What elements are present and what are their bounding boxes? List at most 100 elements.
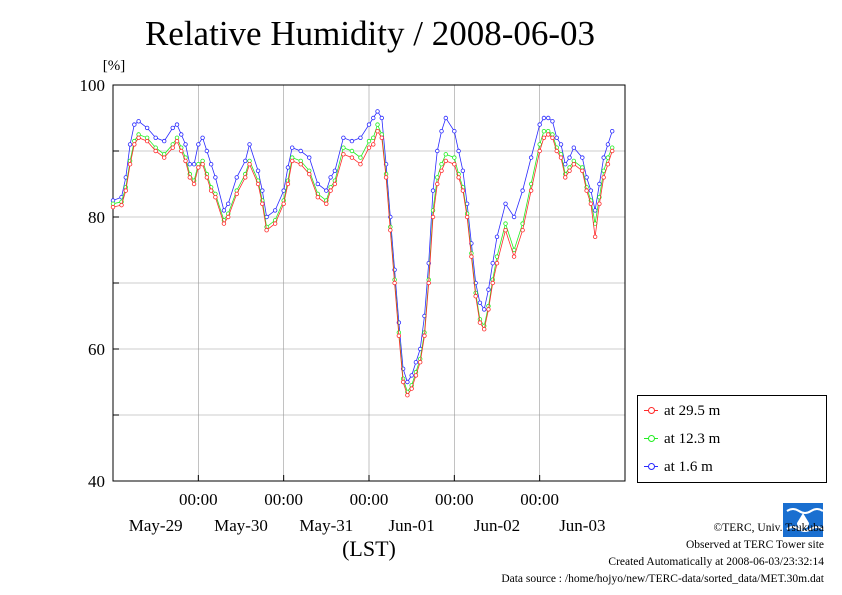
data-point bbox=[187, 175, 192, 180]
data-point bbox=[490, 261, 495, 266]
data-point bbox=[541, 128, 547, 134]
data-point bbox=[452, 128, 457, 134]
data-point bbox=[558, 155, 564, 160]
legend-label: at 1.6 m bbox=[664, 458, 713, 475]
data-point bbox=[132, 142, 137, 147]
data-point bbox=[196, 165, 201, 170]
data-point bbox=[486, 307, 491, 312]
data-point bbox=[298, 161, 303, 167]
data-point bbox=[439, 161, 444, 167]
data-point bbox=[243, 175, 248, 180]
data-point bbox=[400, 379, 406, 385]
legend-swatch-red bbox=[644, 406, 658, 416]
data-point bbox=[179, 148, 184, 154]
data-point bbox=[443, 158, 448, 164]
data-point bbox=[371, 135, 376, 140]
x-date-label: May-29 bbox=[129, 516, 183, 535]
data-point bbox=[225, 201, 231, 206]
data-point bbox=[191, 161, 197, 167]
footer-created: Created Automatically at 2008-06-03/23:3… bbox=[608, 556, 824, 568]
data-point bbox=[285, 181, 291, 187]
data-point bbox=[341, 135, 346, 140]
terc-logo bbox=[783, 503, 823, 537]
data-point bbox=[332, 181, 338, 187]
data-point bbox=[601, 175, 606, 180]
data-point bbox=[597, 181, 602, 187]
data-point bbox=[482, 327, 487, 332]
data-point bbox=[528, 188, 534, 193]
series-at-29-5-m bbox=[110, 128, 615, 398]
data-point bbox=[405, 393, 410, 398]
data-point bbox=[260, 188, 265, 193]
data-point bbox=[537, 142, 542, 147]
data-point bbox=[281, 201, 286, 206]
data-point bbox=[456, 175, 461, 180]
data-point bbox=[546, 115, 551, 121]
data-point bbox=[439, 128, 444, 134]
x-date-label: May-31 bbox=[299, 516, 353, 535]
footer-observed: Observed at TERC Tower site bbox=[685, 539, 824, 551]
data-point bbox=[136, 119, 141, 124]
data-point bbox=[366, 138, 372, 144]
data-point bbox=[328, 175, 333, 180]
x-time-label: 00:00 bbox=[179, 490, 218, 509]
data-point bbox=[358, 161, 363, 167]
series-line bbox=[112, 110, 613, 383]
data-point bbox=[452, 161, 457, 167]
data-point bbox=[580, 155, 585, 160]
data-point bbox=[170, 125, 175, 131]
data-point bbox=[567, 168, 572, 173]
data-point bbox=[494, 261, 500, 266]
data-point bbox=[558, 142, 564, 147]
data-point bbox=[605, 142, 611, 147]
data-point bbox=[366, 145, 372, 150]
x-date-label: May-30 bbox=[214, 516, 268, 535]
data-point bbox=[503, 201, 508, 206]
data-point bbox=[405, 379, 410, 385]
data-point bbox=[460, 188, 466, 193]
x-time-label: 00:00 bbox=[435, 490, 474, 509]
data-point bbox=[204, 148, 210, 154]
data-point bbox=[144, 125, 150, 131]
data-point bbox=[153, 148, 158, 154]
data-point bbox=[170, 145, 175, 150]
data-point bbox=[439, 168, 444, 173]
data-point bbox=[234, 175, 239, 180]
data-point bbox=[183, 158, 188, 164]
data-point bbox=[179, 132, 184, 137]
data-point bbox=[358, 135, 363, 140]
x-date-label: Jun-01 bbox=[389, 516, 435, 535]
data-point bbox=[144, 138, 150, 144]
legend-item-12-3m: at 12.3 m bbox=[644, 430, 720, 448]
footer-copyright: ©TERC, Univ. Tsukuba bbox=[713, 522, 824, 534]
x-date-label: Jun-02 bbox=[474, 516, 520, 535]
data-point bbox=[435, 181, 440, 187]
data-point bbox=[610, 128, 615, 134]
data-point bbox=[490, 280, 495, 286]
data-point bbox=[247, 161, 252, 167]
legend-label: at 29.5 m bbox=[664, 402, 721, 419]
data-point bbox=[541, 115, 547, 121]
data-point bbox=[307, 155, 312, 160]
data-point bbox=[610, 148, 615, 154]
data-point bbox=[469, 254, 474, 259]
data-point bbox=[221, 221, 227, 226]
data-point bbox=[554, 148, 559, 154]
data-point bbox=[605, 155, 611, 160]
data-point bbox=[341, 152, 346, 157]
data-point bbox=[554, 135, 559, 140]
data-point bbox=[375, 109, 380, 114]
data-point bbox=[375, 122, 380, 127]
data-point bbox=[520, 227, 525, 233]
legend-item-1-6m: at 1.6 m bbox=[644, 458, 713, 476]
data-point bbox=[430, 214, 436, 220]
data-point bbox=[580, 168, 585, 173]
data-point bbox=[127, 161, 133, 167]
data-point bbox=[191, 181, 197, 187]
data-point bbox=[392, 280, 397, 286]
data-point bbox=[264, 227, 269, 233]
x-axis-label: (LST) bbox=[342, 536, 396, 561]
data-point bbox=[571, 145, 576, 150]
footer-source: Data source : /home/hojyo/new/TERC-data/… bbox=[501, 573, 824, 585]
